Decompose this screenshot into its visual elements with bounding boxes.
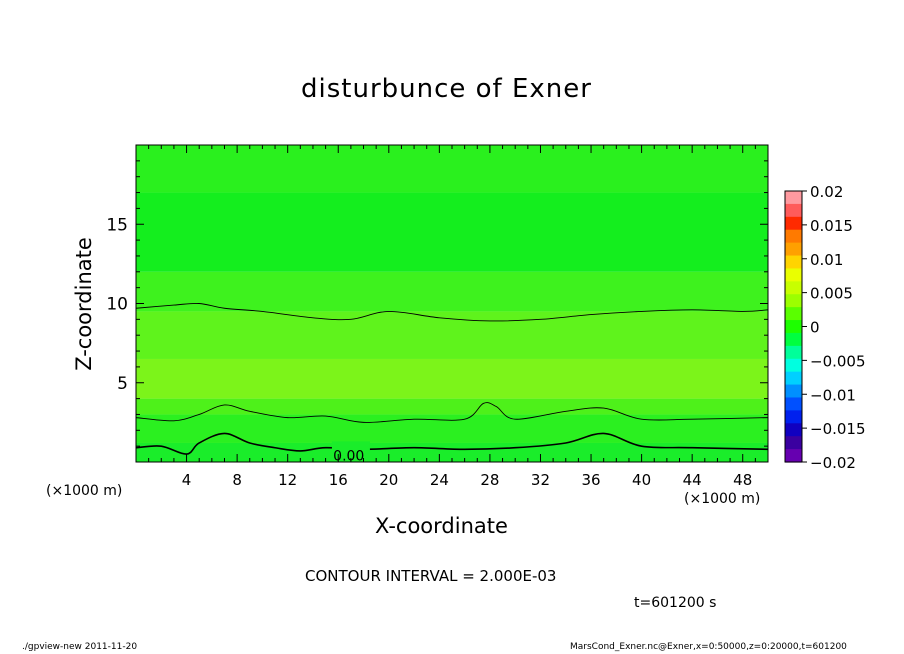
upper-contour bbox=[136, 302, 768, 322]
x-unit-left: (×1000 m) bbox=[46, 483, 123, 499]
field-band-6 bbox=[136, 192, 768, 272]
colorbar-label: 0.02 bbox=[810, 183, 843, 201]
colorbar-segment bbox=[785, 255, 802, 270]
x-tick-label: 40 bbox=[632, 471, 651, 489]
colorbar-segment bbox=[785, 410, 802, 424]
colorbar-segment bbox=[785, 358, 802, 373]
footer-left: ./gpview-new 2011-11-20 bbox=[22, 642, 138, 652]
colorbar-segment bbox=[785, 320, 802, 334]
x-axis-ticks: 4 8 12 16 20 24 28 32 36 40 44 48 bbox=[148, 145, 756, 489]
contour-label: 0.00 bbox=[333, 448, 364, 464]
colorbar-label: −0.005 bbox=[810, 352, 866, 370]
colorbar-segment bbox=[785, 436, 802, 450]
y-tick-label: 5 bbox=[117, 374, 128, 394]
x-tick-label: 12 bbox=[278, 471, 297, 489]
colorbar: 0.02 0.015 0.01 0.005 0 −0.005 −0.01 −0.015 −0.0… bbox=[784, 183, 866, 472]
x-tick-label: 48 bbox=[733, 471, 752, 489]
colorbar-segment bbox=[785, 345, 802, 360]
field-band-0 bbox=[136, 442, 768, 462]
colorbar-segment bbox=[785, 216, 802, 231]
x-tick-label: 16 bbox=[329, 471, 348, 489]
field-band-4 bbox=[136, 311, 768, 359]
y-axis-label: Z-coordinate bbox=[72, 237, 96, 371]
x-tick-label: 44 bbox=[683, 471, 702, 489]
y-tick-label: 10 bbox=[106, 295, 128, 315]
colorbar-segment bbox=[785, 371, 802, 386]
field-band-3 bbox=[136, 358, 768, 399]
colorbar-segment bbox=[785, 449, 802, 463]
colorbar-segment bbox=[785, 268, 802, 282]
colorbar-segment bbox=[785, 203, 802, 218]
x-tick-label: 28 bbox=[480, 471, 499, 489]
colorbar-label: −0.015 bbox=[810, 420, 866, 438]
field-band-2 bbox=[136, 398, 768, 415]
colorbar-label: 0 bbox=[810, 319, 820, 337]
field-band-7 bbox=[136, 145, 768, 193]
chart-title: disturbunce of Exner bbox=[301, 74, 592, 104]
x-tick-label: 32 bbox=[531, 471, 550, 489]
time-label: t=601200 s bbox=[634, 595, 717, 611]
x-tick-label: 24 bbox=[430, 471, 449, 489]
x-tick-label: 8 bbox=[232, 471, 242, 489]
colorbar-label: −0.02 bbox=[810, 454, 856, 472]
x-tick-label: 4 bbox=[182, 471, 192, 489]
contour-lines: 0.00 bbox=[136, 302, 768, 464]
colorbar-segment bbox=[785, 307, 802, 321]
colorbar-segment bbox=[785, 332, 802, 347]
colorbar-segment bbox=[785, 423, 802, 437]
x-tick-label: 20 bbox=[379, 471, 398, 489]
x-axis-label: X-coordinate bbox=[375, 514, 508, 538]
y-tick-label: 15 bbox=[106, 215, 128, 235]
colorbar-segment bbox=[785, 229, 802, 244]
colorbar-label: 0.005 bbox=[810, 285, 853, 303]
x-tick-label: 36 bbox=[581, 471, 600, 489]
colorbar-segment bbox=[785, 191, 802, 205]
field-shading bbox=[136, 145, 768, 462]
footer-right: MarsCond_Exner.nc@Exner,x=0:50000,z=0:20… bbox=[570, 642, 847, 652]
colorbar-segment bbox=[785, 242, 802, 257]
colorbar-segment bbox=[785, 397, 802, 411]
lower-contour bbox=[136, 402, 768, 423]
contour-label-bg bbox=[331, 441, 370, 454]
colorbar-segment bbox=[785, 384, 802, 399]
contour-interval-text: CONTOUR INTERVAL = 2.000E-03 bbox=[305, 567, 557, 585]
x-unit-right: (×1000 m) bbox=[684, 491, 761, 507]
colorbar-segment bbox=[785, 281, 802, 295]
colorbar-label: −0.01 bbox=[810, 386, 856, 404]
colorbar-segment bbox=[785, 294, 802, 308]
y-axis-ticks: 5 10 15 bbox=[106, 160, 768, 447]
field-band-1 bbox=[136, 414, 768, 443]
colorbar-label: 0.015 bbox=[810, 217, 853, 235]
colorbar-label: 0.01 bbox=[810, 251, 843, 269]
field-band-5 bbox=[136, 271, 768, 312]
